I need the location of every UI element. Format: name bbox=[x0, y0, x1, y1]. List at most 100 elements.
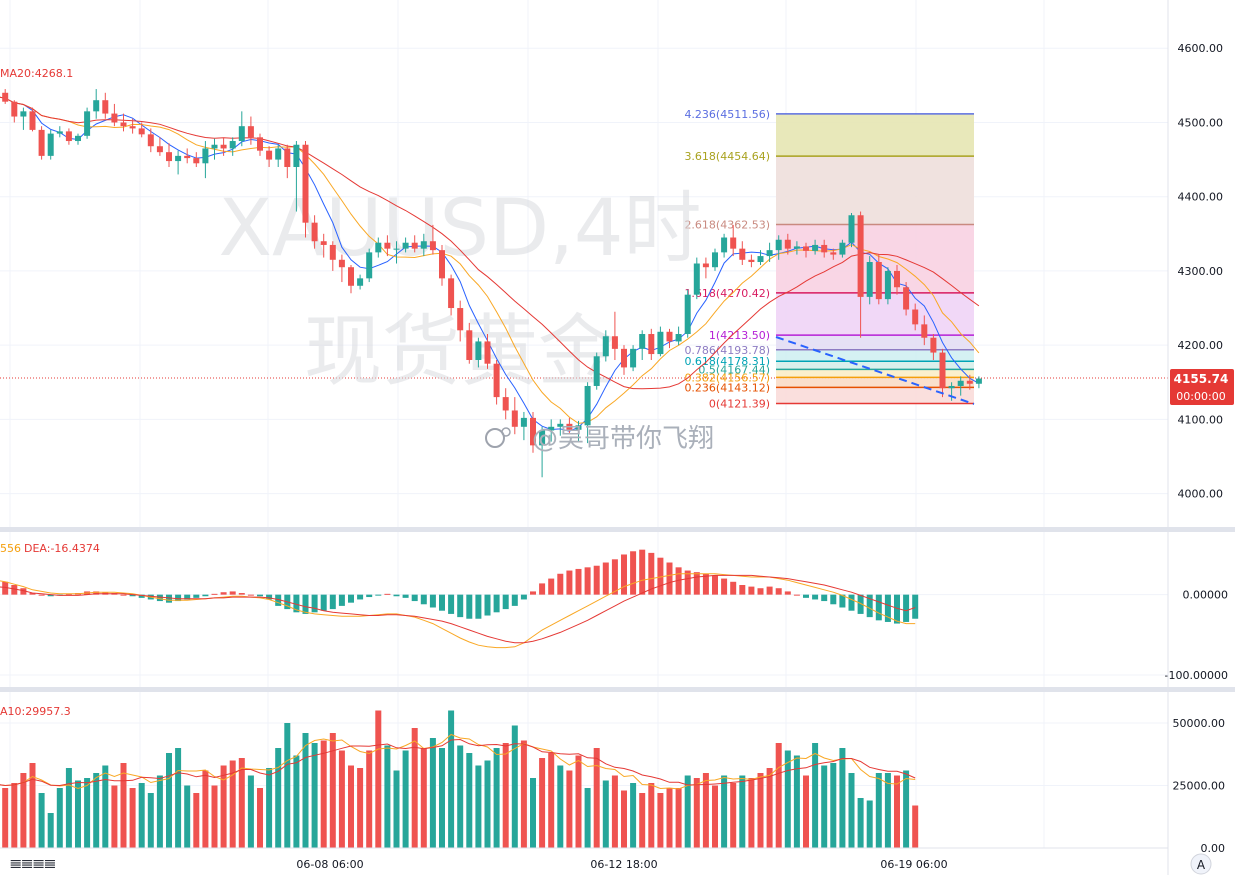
candle-body bbox=[366, 252, 373, 279]
volume-bar bbox=[411, 728, 418, 848]
candle-body bbox=[275, 148, 282, 160]
fib-level-label: 0.5(4167.44) bbox=[698, 363, 770, 376]
volume-bar bbox=[129, 788, 136, 848]
candle-body bbox=[948, 385, 955, 389]
fib-level-label: 0.786(4193.78) bbox=[684, 344, 770, 357]
macd-histogram-bar bbox=[47, 594, 54, 597]
auto-scale-button[interactable]: A bbox=[1190, 853, 1212, 875]
fib-zone bbox=[776, 292, 974, 336]
time-axis[interactable]: 06-08 06:00 06-12 18:00 06-19 06:00 bbox=[296, 858, 947, 871]
volume-bar bbox=[120, 763, 127, 848]
candle-body bbox=[156, 146, 163, 153]
volume-bar bbox=[311, 743, 318, 848]
macd-histogram-bar bbox=[812, 594, 819, 600]
volume-bar bbox=[238, 758, 245, 848]
fib-level-label: 0.382(4156.57) bbox=[684, 371, 770, 384]
fib-level-label: 1.618(4270.42) bbox=[684, 287, 770, 300]
candle-body bbox=[20, 111, 27, 117]
macd-histogram-bar bbox=[238, 593, 245, 595]
candle-body bbox=[320, 241, 327, 245]
watermark-symbol: XAUUSD,4时 bbox=[219, 184, 702, 274]
macd-histogram-bar bbox=[247, 594, 254, 596]
candle-body bbox=[384, 242, 391, 249]
candle-body bbox=[611, 336, 618, 349]
pane-separator-1[interactable] bbox=[0, 527, 1235, 532]
price-tick-label: 4500.00 bbox=[1178, 116, 1224, 129]
candle-body bbox=[411, 242, 418, 249]
candle-body bbox=[903, 287, 910, 310]
fib-zone bbox=[776, 349, 974, 362]
macd-histogram-bar bbox=[866, 594, 873, 618]
macd-histogram-bar bbox=[648, 552, 655, 595]
volume-bar bbox=[830, 763, 837, 848]
volume-bar bbox=[202, 770, 209, 848]
candle-body bbox=[875, 262, 882, 300]
pane-separator-2[interactable] bbox=[0, 687, 1235, 692]
price-axis[interactable]: 4600.00 4500.00 4400.00 4300.00 4200.00 4100.… bbox=[1165, 42, 1228, 855]
fibonacci-retracement[interactable]: 4.236(4511.56) 3.618(4454.64) 2.618(4362.5… bbox=[684, 108, 974, 411]
volume-bar bbox=[275, 748, 282, 848]
candle-body bbox=[229, 141, 236, 149]
volume-bar bbox=[511, 725, 518, 848]
candle-body bbox=[639, 334, 646, 349]
volume-bar bbox=[266, 768, 273, 848]
candle-body bbox=[866, 262, 873, 297]
macd-histogram-bar bbox=[2, 581, 9, 595]
candle-body bbox=[11, 101, 18, 117]
candle-body bbox=[175, 155, 182, 162]
candle-body bbox=[803, 246, 809, 251]
macd-histogram-bar bbox=[702, 573, 709, 595]
candle-body bbox=[357, 278, 364, 286]
logo-glyphs: 𝍣𝍣𝍣𝍣 bbox=[10, 856, 56, 872]
fib-level-label: 0.618(4178.31) bbox=[684, 355, 770, 368]
volume-bar bbox=[884, 773, 891, 848]
candle-body bbox=[129, 126, 136, 129]
tradingview-logo[interactable]: 𝍣𝍣𝍣𝍣 bbox=[8, 853, 74, 872]
logo-bg bbox=[8, 853, 74, 871]
volume-bar bbox=[147, 793, 154, 848]
candle-body bbox=[475, 341, 482, 360]
current-price-tag: 4155.74 00:00:00 bbox=[1170, 369, 1234, 405]
macd-histogram-bar bbox=[466, 594, 473, 619]
volume-bar bbox=[557, 765, 564, 848]
macd-histogram-bar bbox=[184, 594, 191, 600]
volume-bar bbox=[220, 765, 227, 848]
macd-histogram-bar bbox=[257, 594, 263, 597]
macd-histogram-bar bbox=[302, 594, 309, 614]
macd-histogram-bar bbox=[630, 551, 637, 595]
volume-bar bbox=[320, 740, 327, 848]
volume-bar bbox=[784, 750, 791, 848]
candle-body bbox=[548, 426, 555, 431]
volume-bar bbox=[475, 765, 482, 848]
trend-line[interactable] bbox=[775, 336, 975, 405]
candle-body bbox=[293, 144, 300, 168]
volume-bar bbox=[448, 710, 455, 848]
macd-histogram-bar bbox=[338, 594, 345, 606]
macd-histogram-bar bbox=[803, 594, 809, 598]
volume-bar bbox=[793, 755, 800, 848]
candle-body bbox=[966, 380, 973, 384]
volume-bar bbox=[402, 750, 409, 848]
volume-bar bbox=[348, 765, 354, 848]
volume-ma-legend: A10:29957.3 bbox=[0, 705, 71, 718]
candle-body bbox=[238, 126, 245, 142]
candle-body bbox=[29, 111, 36, 130]
volume-bar bbox=[684, 775, 691, 848]
price-tick-label: 4600.00 bbox=[1178, 42, 1224, 55]
candlestick-series bbox=[2, 89, 982, 478]
macd-histogram-bar bbox=[557, 573, 564, 595]
macd-histogram-bar bbox=[320, 594, 327, 611]
volume-bar bbox=[338, 750, 345, 848]
macd-histogram-bar bbox=[220, 592, 227, 595]
macd-histogram-bar bbox=[375, 594, 382, 596]
price-tick-label: 4300.00 bbox=[1178, 265, 1224, 278]
volume-bar bbox=[739, 775, 746, 848]
volume-bar bbox=[866, 800, 873, 848]
macd-pane bbox=[0, 549, 919, 649]
volume-bar bbox=[848, 773, 855, 848]
candle-body bbox=[784, 239, 791, 249]
candle-body bbox=[439, 250, 445, 279]
candle-body bbox=[957, 380, 964, 386]
candle-body bbox=[502, 397, 509, 411]
